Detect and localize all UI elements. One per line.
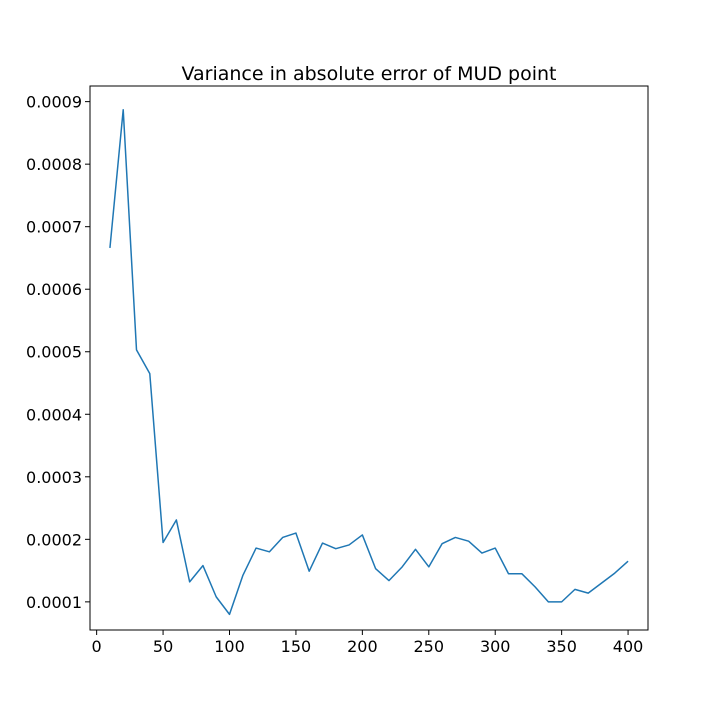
x-axis: 0 50 100 150 200 250 300 350 400 <box>92 630 644 656</box>
series-layer <box>109 109 629 616</box>
x-tick-label: 0 <box>92 637 102 656</box>
x-tick-label: 100 <box>214 637 245 656</box>
x-tick-label: 300 <box>480 637 511 656</box>
y-tick-label: 0.0009 <box>26 93 82 112</box>
x-tick-label: 50 <box>153 637 173 656</box>
chart-title: Variance in absolute error of MUD point <box>181 63 556 85</box>
x-tick-label: 250 <box>414 637 445 656</box>
y-tick-label: 0.0005 <box>26 343 82 362</box>
y-tick-label: 0.0002 <box>26 530 82 549</box>
y-tick-label: 0.0007 <box>26 218 82 237</box>
series-line <box>109 109 629 616</box>
y-tick-label: 0.0008 <box>26 155 82 174</box>
y-tick-label: 0.0003 <box>26 468 82 487</box>
x-tick-label: 150 <box>281 637 312 656</box>
y-tick-label: 0.0006 <box>26 280 82 299</box>
x-tick-label: 350 <box>546 637 577 656</box>
y-tick-label: 0.0001 <box>26 593 82 612</box>
plot-area-frame <box>89 85 649 631</box>
x-tick-label: 400 <box>613 637 644 656</box>
y-axis: 0.0001 0.0002 0.0003 0.0004 0.0005 0.0006 0.00… <box>26 93 90 612</box>
x-tick-label: 200 <box>347 637 378 656</box>
y-tick-label: 0.0004 <box>26 405 82 424</box>
